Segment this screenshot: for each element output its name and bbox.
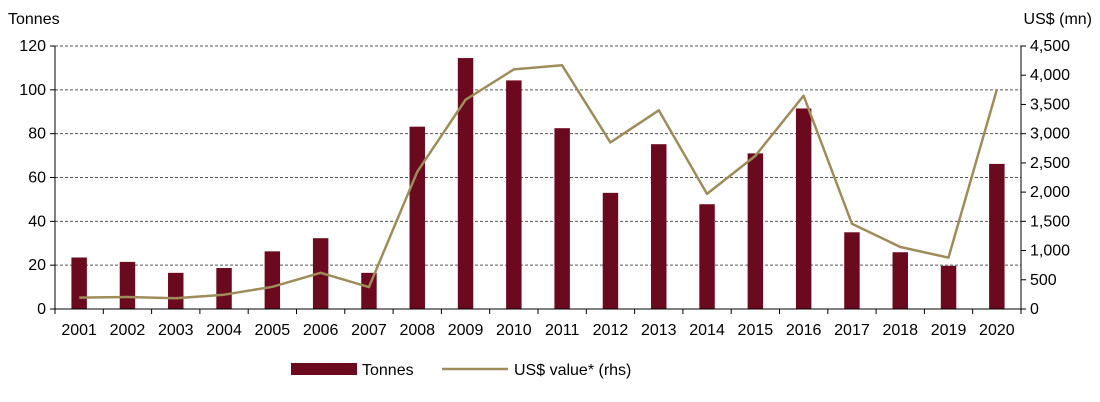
left-tick-label: 100 xyxy=(19,82,46,99)
bar xyxy=(216,268,232,309)
bar xyxy=(940,265,957,309)
legend-label-line: US$ value* (rhs) xyxy=(514,362,631,379)
bar xyxy=(71,257,87,309)
left-tick-label: 60 xyxy=(28,170,46,187)
bar xyxy=(554,128,570,309)
right-tick-label: 3,500 xyxy=(1030,96,1070,113)
x-tick-label: 2018 xyxy=(882,322,918,339)
bar xyxy=(747,153,764,309)
x-tick-label: 2008 xyxy=(399,322,435,339)
x-tick-label: 2014 xyxy=(689,322,725,339)
right-tick-label: 500 xyxy=(1030,272,1057,289)
x-tick-label: 2017 xyxy=(834,322,870,339)
gridlines xyxy=(55,45,1021,266)
value-line xyxy=(79,64,999,300)
bar xyxy=(361,272,377,309)
x-tick-label: 2013 xyxy=(641,322,677,339)
x-tick-label: 2012 xyxy=(593,322,629,339)
bar-series xyxy=(71,58,1005,310)
x-tick-label: 2015 xyxy=(738,322,774,339)
x-tick-label: 2020 xyxy=(979,322,1015,339)
bar xyxy=(506,80,522,309)
left-tick-label: 0 xyxy=(37,301,46,318)
right-tick-label: 0 xyxy=(1030,301,1039,318)
bar xyxy=(699,204,715,309)
x-tick-label: 2016 xyxy=(786,322,822,339)
bar xyxy=(264,251,281,309)
left-tick-label: 40 xyxy=(28,213,46,230)
right-tick-label: 1,000 xyxy=(1030,243,1070,260)
bar xyxy=(844,232,860,309)
legend-swatch-bar xyxy=(291,363,357,375)
legend: Tonnes US$ value* (rhs) xyxy=(291,362,631,379)
bar xyxy=(795,108,812,310)
x-tick-label: 2011 xyxy=(545,322,580,339)
legend-label-bar: Tonnes xyxy=(362,362,414,379)
right-axis-unit-label: US$ (mn) xyxy=(1024,11,1092,28)
right-tick-label: 3,000 xyxy=(1030,126,1070,143)
bar xyxy=(651,144,667,309)
bar xyxy=(409,126,425,309)
left-tick-label: 20 xyxy=(28,257,46,274)
x-tick-label: 2003 xyxy=(158,322,194,339)
x-tick-label: 2006 xyxy=(303,322,339,339)
x-tick-label: 2002 xyxy=(110,322,146,339)
left-axis-unit-label: Tonnes xyxy=(8,11,60,28)
bar xyxy=(457,58,474,309)
x-tick-label: 2009 xyxy=(448,322,484,339)
bar xyxy=(119,261,136,309)
right-tick-label: 1,500 xyxy=(1030,213,1070,230)
bar xyxy=(602,192,619,309)
bar xyxy=(892,252,908,309)
x-tick-label: 2004 xyxy=(206,322,242,339)
axes: 0 20 40 60 80 100 120 0 500 1,000 1,500 2,000 2,500 3… xyxy=(19,38,1070,339)
x-tick-label: 2010 xyxy=(496,322,532,339)
right-tick-label: 4,000 xyxy=(1030,67,1070,84)
x-tick-label: 2001 xyxy=(61,322,97,339)
line-series xyxy=(79,64,999,300)
x-tick-label: 2007 xyxy=(351,322,387,339)
x-tick-label: 2019 xyxy=(931,322,967,339)
bar xyxy=(989,163,1005,309)
x-tick-label: 2005 xyxy=(255,322,291,339)
right-tick-label: 2,500 xyxy=(1030,155,1070,172)
bar xyxy=(168,272,184,309)
left-tick-label: 80 xyxy=(28,126,46,143)
right-tick-label: 4,500 xyxy=(1030,38,1070,55)
right-tick-label: 2,000 xyxy=(1030,184,1070,201)
left-tick-label: 120 xyxy=(19,38,46,55)
